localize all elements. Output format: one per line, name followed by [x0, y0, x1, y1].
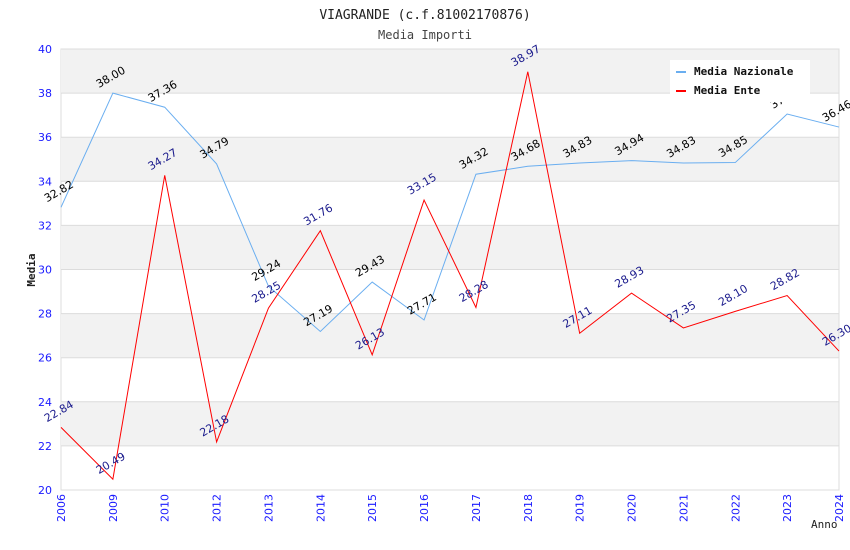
x-tick-label: 2006	[55, 494, 68, 522]
y-tick-label: 22	[38, 440, 52, 453]
x-tick-label: 2021	[677, 494, 690, 522]
x-tick-label: 2015	[366, 494, 379, 522]
y-axis-label: Media	[25, 253, 38, 286]
y-tick-label: 24	[38, 396, 52, 409]
x-tick-label: 2018	[522, 494, 535, 522]
x-tick-label: 2017	[470, 494, 483, 522]
grid-band	[61, 137, 839, 182]
chart-subtitle: Media Importi	[378, 28, 472, 42]
x-tick-label: 2016	[418, 494, 431, 522]
x-tick-label: 2013	[262, 494, 275, 522]
y-tick-label: 32	[38, 219, 52, 232]
y-tick-label: 28	[38, 308, 52, 321]
grid-band	[61, 313, 839, 358]
y-tick-label: 38	[38, 87, 52, 100]
legend-label-ente: Media Ente	[694, 84, 761, 97]
x-tick-label: 2020	[626, 494, 639, 522]
series-line-nazionale	[60, 92, 840, 333]
x-tick-label: 2019	[574, 494, 587, 522]
x-tick-label: 2012	[211, 494, 224, 522]
legend: Media Nazionale Media Ente	[670, 60, 810, 102]
y-tick-label: 20	[38, 484, 52, 497]
x-tick-label: 2023	[781, 494, 794, 522]
legend-label-nazionale: Media Nazionale	[694, 65, 794, 78]
y-tick-label: 26	[38, 352, 52, 365]
series-line-ente	[60, 71, 840, 481]
x-tick-label: 2009	[107, 494, 120, 522]
y-tick-label: 40	[38, 43, 52, 56]
y-tick-label: 36	[38, 131, 52, 144]
chart-title: VIAGRANDE (c.f.81002170876)	[319, 8, 530, 23]
x-tick-label: 2014	[314, 494, 327, 522]
x-tick-label: 2010	[159, 494, 172, 522]
x-tick-label: 2022	[729, 494, 742, 522]
x-axis-label: Anno	[811, 518, 838, 531]
x-tick-label: 2024	[833, 494, 846, 522]
y-tick-label: 30	[38, 264, 52, 277]
grid-band	[61, 401, 839, 446]
y-tick-label: 34	[38, 175, 52, 188]
